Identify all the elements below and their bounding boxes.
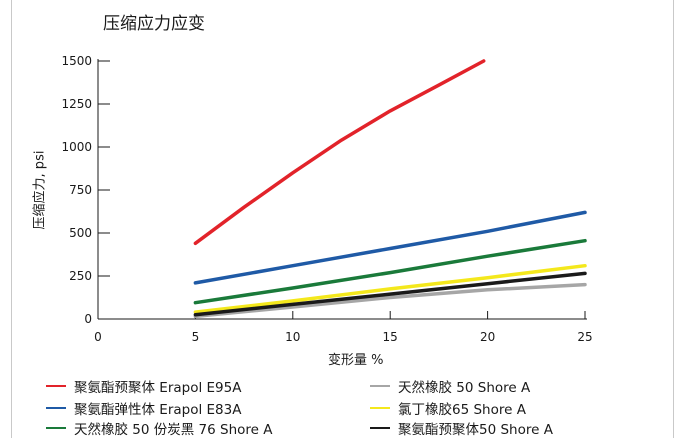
series-line-6 [193, 271, 587, 317]
series-line-4 [193, 282, 587, 319]
chart-title: 压缩应力应变 [103, 14, 205, 34]
y-tick-label: 1000 [61, 140, 92, 154]
y-tick-label: 1250 [61, 97, 92, 111]
series-line-1 [193, 59, 486, 246]
series-line-5 [193, 263, 587, 314]
x-tick-label: 5 [192, 330, 200, 344]
series-line-2 [193, 210, 587, 285]
chart-frame [11, 0, 674, 438]
x-tick-label: 25 [577, 330, 592, 344]
x-tick-label: 10 [285, 330, 300, 344]
y-tick-label: 500 [69, 226, 92, 240]
x-tick-label: 15 [383, 330, 398, 344]
y-tick-label: 0 [84, 312, 92, 326]
series-line-3 [193, 238, 587, 305]
x-tick-label: 20 [480, 330, 495, 344]
x-axis-label: 变形量 % [328, 353, 384, 368]
x-tick-label: 0 [94, 330, 102, 344]
y-tick-label: 750 [69, 183, 92, 197]
y-tick-label: 1500 [61, 54, 92, 68]
y-tick-label: 250 [69, 269, 92, 283]
